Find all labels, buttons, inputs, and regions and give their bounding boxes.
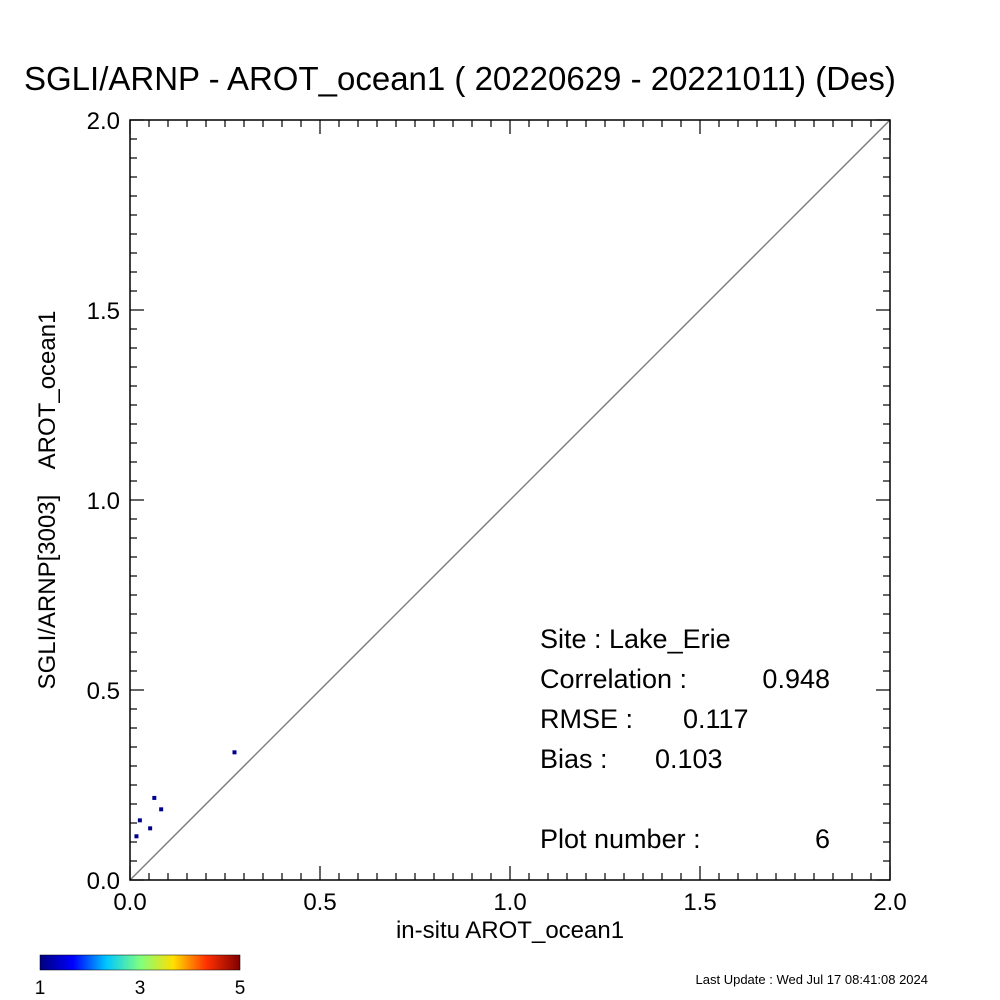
x-tick-label: 1.0 [493, 889, 526, 916]
last-update-footer: Last Update : Wed Jul 17 08:41:08 2024 [696, 972, 928, 987]
stats-correlation-value: 0.948 [762, 664, 830, 694]
x-tick-label: 2.0 [873, 889, 906, 916]
colorbar [39, 954, 241, 971]
data-point [134, 834, 139, 839]
x-tick-label: 1.5 [683, 889, 716, 916]
x-tick-label: 0.0 [113, 889, 146, 916]
data-point [148, 826, 153, 831]
y-axis-label: SGLI/ARNP[3003] AROT_ocean1 [34, 311, 61, 690]
colorbar-label-min: 1 [35, 978, 46, 999]
stats-plot-number-label: Plot number : [540, 824, 701, 854]
stats-site: Site : Lake_Erie [540, 624, 731, 654]
x-tick-label: 0.5 [303, 889, 336, 916]
data-point [159, 807, 164, 812]
data-point [137, 818, 142, 823]
y-tick-label: 2.0 [87, 108, 120, 135]
stats-rmse-label: RMSE : [540, 704, 633, 734]
stats-bias-label: Bias : [540, 744, 608, 774]
y-tick-label: 0.0 [87, 868, 120, 895]
stats-box: Site : Lake_Erie Correlation : 0.948 RMS… [540, 624, 830, 854]
y-tick-label: 1.5 [87, 298, 120, 325]
y-tick-label: 0.5 [87, 678, 120, 705]
data-point [232, 750, 237, 755]
one-to-one-line [130, 120, 890, 880]
x-axis-label: in-situ AROT_ocean1 [396, 917, 624, 944]
stats-bias-value: 0.103 [655, 744, 723, 774]
chart-title: SGLI/ARNP - AROT_ocean1 ( 20220629 - 202… [24, 60, 896, 97]
stats-plot-number-value: 6 [815, 824, 830, 854]
colorbar-label-max: 5 [235, 978, 246, 999]
y-tick-label: 1.0 [87, 488, 120, 515]
stats-rmse-value: 0.117 [683, 704, 749, 734]
colorbar-label-mid: 3 [135, 978, 146, 999]
data-point [152, 795, 157, 800]
stats-correlation-label: Correlation : [540, 664, 687, 694]
